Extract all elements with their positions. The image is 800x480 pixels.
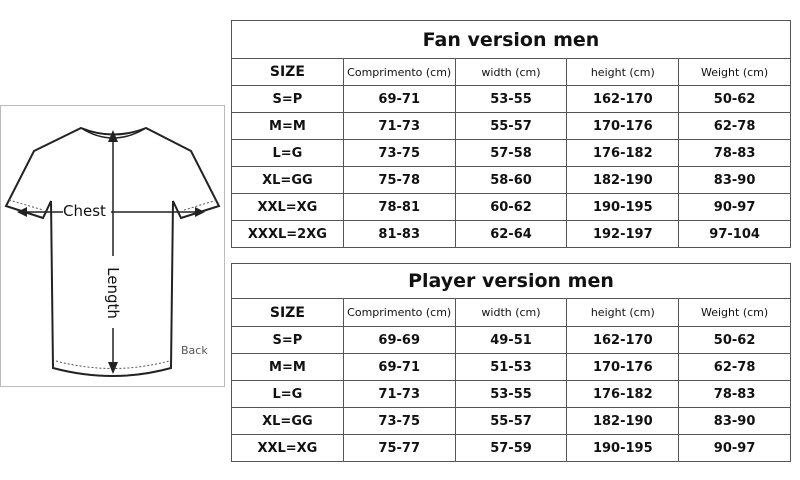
fan-version-table: Fan version men SIZE Comprimento (cm) widt… xyxy=(231,20,791,248)
size-cell: XL=GG xyxy=(231,166,344,194)
value-cell: 50-62 xyxy=(678,326,791,354)
table-title: Fan version men xyxy=(231,20,791,59)
value-cell: 97-104 xyxy=(678,220,791,248)
value-cell: 73-75 xyxy=(342,407,456,435)
column-header: SIZE xyxy=(231,298,344,327)
value-cell: 83-90 xyxy=(678,166,791,194)
table-row: XXXL=2XG 81-83 62-64 192-197 97-104 xyxy=(231,220,791,248)
column-header: Weight (cm) xyxy=(678,58,791,86)
value-cell: 60-62 xyxy=(454,193,568,221)
size-cell: S=P xyxy=(231,326,344,354)
column-header: SIZE xyxy=(231,58,344,86)
value-cell: 62-78 xyxy=(678,112,791,140)
value-cell: 55-57 xyxy=(454,112,568,140)
table-row: XXL=XG 78-81 60-62 190-195 90-97 xyxy=(231,193,791,221)
size-cell: L=G xyxy=(231,139,344,167)
column-header: height (cm) xyxy=(566,58,680,86)
value-cell: 73-75 xyxy=(342,139,456,167)
length-label: Length xyxy=(104,267,122,319)
column-header: Comprimento (cm) xyxy=(342,298,456,327)
back-label: Back xyxy=(181,344,208,357)
value-cell: 81-83 xyxy=(342,220,456,248)
value-cell: 69-69 xyxy=(342,326,456,354)
value-cell: 190-195 xyxy=(566,434,680,462)
table-row: M=M 69-71 51-53 170-176 62-78 xyxy=(231,353,791,381)
table-row: XL=GG 75-78 58-60 182-190 83-90 xyxy=(231,166,791,194)
column-header: height (cm) xyxy=(566,298,680,327)
size-cell: S=P xyxy=(231,85,344,113)
value-cell: 170-176 xyxy=(566,112,680,140)
value-cell: 71-73 xyxy=(342,112,456,140)
column-header: width (cm) xyxy=(454,298,568,327)
size-cell: XXXL=2XG xyxy=(231,220,344,248)
value-cell: 192-197 xyxy=(566,220,680,248)
player-version-table: Player version men SIZE Comprimento (cm) w… xyxy=(231,263,791,462)
value-cell: 176-182 xyxy=(566,139,680,167)
size-cell: XXL=XG xyxy=(231,434,344,462)
column-header: width (cm) xyxy=(454,58,568,86)
value-cell: 53-55 xyxy=(454,85,568,113)
size-cell: XXL=XG xyxy=(231,193,344,221)
size-cell: M=M xyxy=(231,353,344,381)
column-header: Comprimento (cm) xyxy=(342,58,456,86)
value-cell: 90-97 xyxy=(678,193,791,221)
chest-label: Chest xyxy=(63,202,106,220)
table-row: L=G 71-73 53-55 176-182 78-83 xyxy=(231,380,791,408)
value-cell: 57-59 xyxy=(454,434,568,462)
value-cell: 75-77 xyxy=(342,434,456,462)
size-cell: XL=GG xyxy=(231,407,344,435)
value-cell: 162-170 xyxy=(566,326,680,354)
value-cell: 176-182 xyxy=(566,380,680,408)
table-row: S=P 69-71 53-55 162-170 50-62 xyxy=(231,85,791,113)
value-cell: 190-195 xyxy=(566,193,680,221)
tshirt-back-icon xyxy=(4,126,221,377)
value-cell: 78-83 xyxy=(678,380,791,408)
value-cell: 49-51 xyxy=(454,326,568,354)
table-title: Player version men xyxy=(231,263,791,299)
value-cell: 62-64 xyxy=(454,220,568,248)
value-cell: 75-78 xyxy=(342,166,456,194)
value-cell: 78-83 xyxy=(678,139,791,167)
size-cell: M=M xyxy=(231,112,344,140)
value-cell: 69-71 xyxy=(342,85,456,113)
table-row: L=G 73-75 57-58 176-182 78-83 xyxy=(231,139,791,167)
value-cell: 50-62 xyxy=(678,85,791,113)
value-cell: 71-73 xyxy=(342,380,456,408)
value-cell: 182-190 xyxy=(566,166,680,194)
tshirt-diagram: Chest Length Back xyxy=(0,105,225,387)
table-row: XL=GG 73-75 55-57 182-190 83-90 xyxy=(231,407,791,435)
value-cell: 78-81 xyxy=(342,193,456,221)
table-row: S=P 69-69 49-51 162-170 50-62 xyxy=(231,326,791,354)
value-cell: 182-190 xyxy=(566,407,680,435)
value-cell: 53-55 xyxy=(454,380,568,408)
value-cell: 57-58 xyxy=(454,139,568,167)
value-cell: 83-90 xyxy=(678,407,791,435)
table-row: M=M 71-73 55-57 170-176 62-78 xyxy=(231,112,791,140)
value-cell: 62-78 xyxy=(678,353,791,381)
value-cell: 58-60 xyxy=(454,166,568,194)
column-header: Weight (cm) xyxy=(678,298,791,327)
value-cell: 69-71 xyxy=(342,353,456,381)
size-cell: L=G xyxy=(231,380,344,408)
value-cell: 51-53 xyxy=(454,353,568,381)
value-cell: 170-176 xyxy=(566,353,680,381)
table-row: XXL=XG 75-77 57-59 190-195 90-97 xyxy=(231,434,791,462)
value-cell: 55-57 xyxy=(454,407,568,435)
value-cell: 162-170 xyxy=(566,85,680,113)
value-cell: 90-97 xyxy=(678,434,791,462)
